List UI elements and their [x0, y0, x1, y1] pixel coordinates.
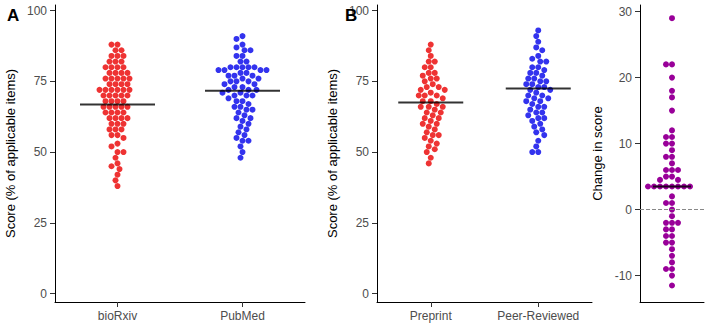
svg-text:50: 50: [34, 145, 48, 159]
svg-text:Change in score: Change in score: [590, 106, 605, 201]
svg-text:0: 0: [40, 287, 47, 301]
svg-text:Score (% of applicable items): Score (% of applicable items): [3, 69, 18, 238]
svg-text:75: 75: [356, 74, 370, 88]
svg-text:30: 30: [619, 5, 633, 19]
svg-text:20: 20: [619, 71, 633, 85]
svg-text:bioRxiv: bioRxiv: [98, 309, 137, 323]
svg-text:100: 100: [27, 4, 47, 18]
svg-text:A: A: [7, 6, 19, 25]
svg-text:25: 25: [34, 216, 48, 230]
svg-text:PubMed: PubMed: [220, 309, 265, 323]
svg-text:25: 25: [356, 216, 370, 230]
svg-text:B: B: [345, 6, 357, 25]
svg-text:Peer-Reviewed: Peer-Reviewed: [497, 309, 579, 323]
svg-text:0: 0: [362, 287, 369, 301]
svg-text:Preprint: Preprint: [410, 309, 453, 323]
svg-text:75: 75: [34, 74, 48, 88]
svg-text:100: 100: [349, 3, 369, 18]
svg-text:0: 0: [625, 203, 632, 217]
svg-text:50: 50: [356, 145, 370, 159]
svg-text:-10: -10: [615, 269, 633, 283]
svg-text:10: 10: [619, 137, 633, 151]
svg-text:Score (% of applicable items): Score (% of applicable items): [325, 69, 340, 238]
